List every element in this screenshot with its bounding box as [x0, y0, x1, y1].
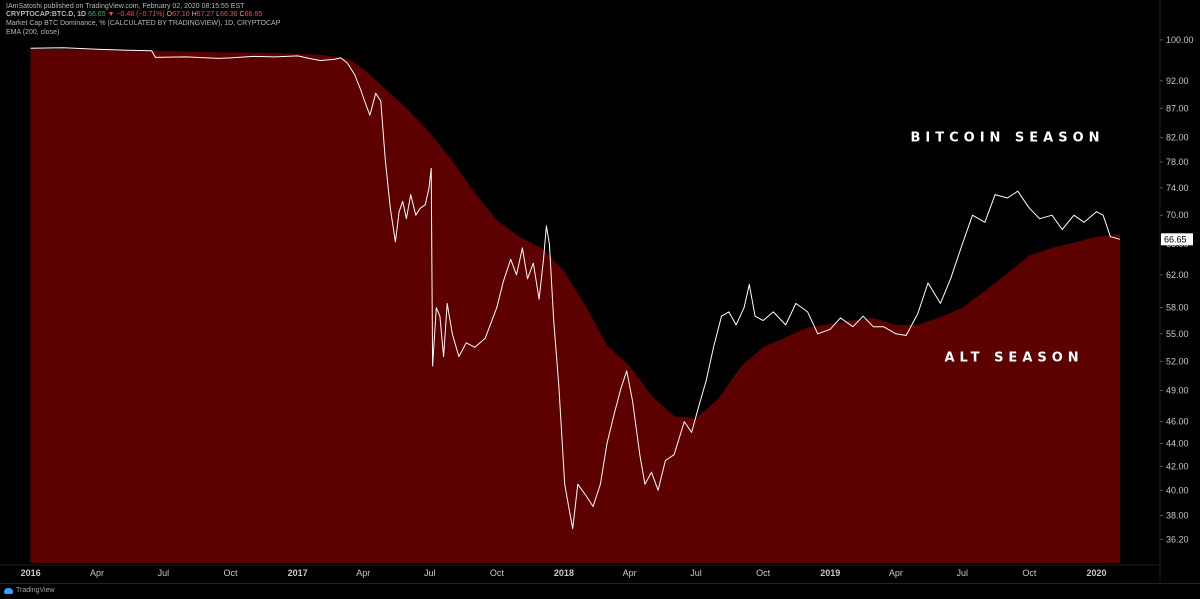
- x-tick-label: Apr: [623, 568, 637, 578]
- x-tick-label: Jul: [957, 568, 969, 578]
- y-tick-label: 70.00: [1166, 210, 1189, 220]
- last-value-label: 66.65: [1164, 234, 1187, 244]
- publisher-line: IAmSatoshi published on TradingView.com,…: [6, 2, 244, 11]
- y-tick-label: 82.00: [1166, 132, 1189, 142]
- x-tick-label: Apr: [889, 568, 903, 578]
- ema-label: EMA (200, close): [6, 29, 60, 36]
- ohlc-line: CRYPTOCAP:BTC.D, 1D 66.65 ▼ −0.48 (−0.71…: [6, 10, 262, 19]
- price-line: [30, 47, 1121, 530]
- y-tick-label: 44.00: [1166, 438, 1189, 448]
- y-tick-label: 42.00: [1166, 461, 1189, 471]
- x-tick-label: 2019: [820, 568, 840, 578]
- x-tick-label: Oct: [490, 568, 505, 578]
- x-tick-label: Oct: [756, 568, 771, 578]
- close-label: C: [239, 11, 245, 18]
- high-value: 67.27: [196, 11, 215, 18]
- last-price: 66.65: [88, 11, 106, 18]
- y-tick-label: 78.00: [1166, 157, 1189, 167]
- x-tick-label: Jul: [158, 568, 170, 578]
- y-tick-label: 49.00: [1166, 386, 1189, 396]
- y-tick-label: 74.00: [1166, 183, 1189, 193]
- x-tick-label: 2018: [554, 568, 574, 578]
- y-tick-label: 40.00: [1166, 485, 1189, 495]
- y-tick-label: 92.00: [1166, 76, 1189, 86]
- close-value: 66.65: [244, 11, 263, 18]
- y-tick-label: 62.00: [1166, 270, 1189, 280]
- tradingview-logo[interactable]: TradingView: [4, 587, 55, 594]
- x-tick-label: Oct: [224, 568, 239, 578]
- y-tick-label: 46.00: [1166, 417, 1189, 427]
- symbol-label[interactable]: CRYPTOCAP:BTC.D, 1D: [6, 11, 87, 18]
- y-tick-label: 38.00: [1166, 511, 1189, 521]
- y-tick-label: 52.00: [1166, 356, 1189, 366]
- price-change: −0.48 (−0.71%): [116, 11, 165, 18]
- price-line-group: [30, 47, 1121, 530]
- x-tick-label: Jul: [424, 568, 436, 578]
- x-tick-label: 2020: [1087, 568, 1107, 578]
- footer-bar: TradingView: [0, 583, 1200, 599]
- y-tick-label: 58.00: [1166, 303, 1189, 313]
- annotations: BITCOIN SEASON ALT SEASON: [910, 130, 1104, 366]
- open-value: 67.10: [172, 11, 190, 18]
- ema-area: [30, 48, 1120, 564]
- x-tick-label: Apr: [90, 568, 104, 578]
- x-tick-label: Apr: [356, 568, 370, 578]
- y-tick-label: 36.20: [1166, 534, 1189, 544]
- brand-label: TradingView: [16, 587, 55, 594]
- x-tick-label: 2016: [21, 568, 41, 578]
- y-tick-label: 55.00: [1166, 329, 1189, 339]
- y-tick-label: 87.00: [1166, 103, 1189, 113]
- annotation-label: ALT SEASON: [944, 351, 1083, 366]
- x-tick-label: 2017: [288, 568, 308, 578]
- low-value: 66.36: [220, 11, 238, 18]
- x-tick-label: Oct: [1022, 568, 1037, 578]
- low-label: L: [216, 11, 221, 18]
- x-tick-label: Jul: [690, 568, 702, 578]
- ema-legend[interactable]: EMA (200, close): [6, 28, 59, 37]
- last-value-badge: [1161, 233, 1193, 246]
- x-axis[interactable]: 2016 Apr Jul Oct 2017 Apr Jul Oct 2018 Apr Jul Oct 2…: [0, 564, 1160, 578]
- indicator-text: Market Cap BTC Dominance, % (CALCULATED …: [6, 20, 281, 27]
- high-label: H: [191, 11, 197, 18]
- cloud-icon: [4, 587, 13, 594]
- down-arrow-icon: ▼: [107, 11, 115, 18]
- annotation-label: BITCOIN SEASON: [910, 130, 1104, 145]
- y-tick-label: 100.00: [1166, 35, 1194, 45]
- y-axis[interactable]: 100.0092.0087.0082.0078.0074.0070.0066.0…: [1159, 0, 1194, 582]
- ema-fill: [30, 48, 1120, 564]
- open-label: O: [166, 11, 173, 18]
- indicator-line[interactable]: Market Cap BTC Dominance, % (CALCULATED …: [6, 19, 280, 28]
- publisher-text: IAmSatoshi published on TradingView.com,…: [6, 3, 245, 10]
